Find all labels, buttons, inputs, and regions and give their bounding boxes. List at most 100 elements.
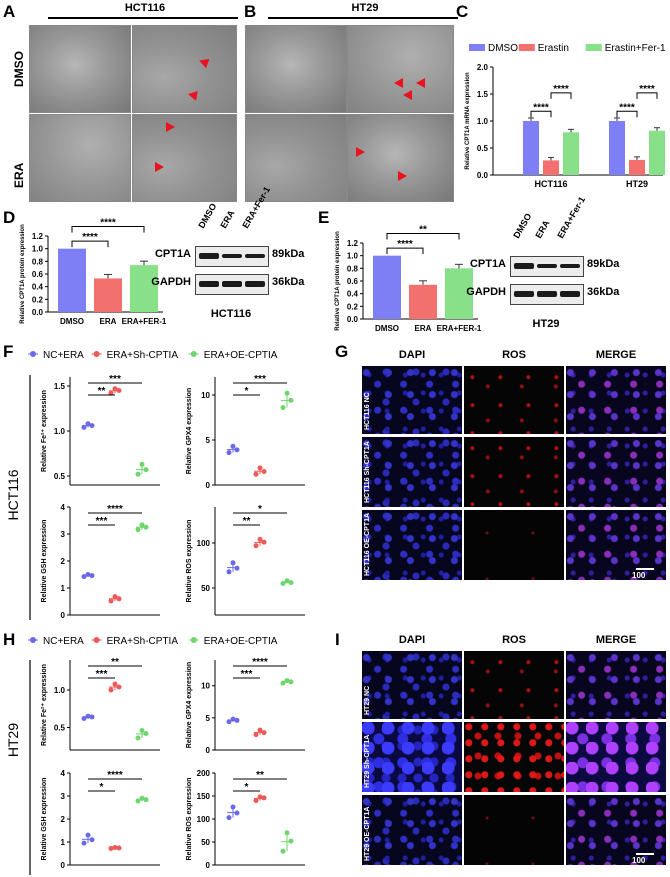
bar-dmso: [373, 255, 401, 319]
y-tick-label: 3: [61, 792, 66, 801]
blot-title: HCT116: [210, 308, 252, 320]
data-point: [116, 388, 122, 393]
arrow-icon: [398, 171, 407, 181]
data-point: [234, 717, 240, 723]
panel-label-g: G: [335, 342, 349, 361]
panel-label-h: H: [3, 630, 16, 649]
kda-label: 89kDa: [272, 248, 305, 260]
fluor-image-merge-row-1: [566, 366, 666, 434]
data-point: [261, 469, 267, 474]
blot-band: [199, 281, 219, 287]
blot-strip-cpt1a: [195, 246, 269, 267]
data-point: [226, 719, 232, 725]
blot-strip-gapdh: [195, 274, 269, 295]
data-point: [112, 386, 118, 392]
data-point: [139, 461, 145, 467]
data-point: [89, 714, 95, 720]
blot-band: [560, 291, 580, 297]
data-point: [112, 594, 118, 600]
fluor-image-ros-row-2: [464, 437, 564, 507]
data-point: [284, 578, 290, 584]
panel-label-f: F: [3, 342, 14, 361]
data-point: [112, 845, 118, 851]
y-tick-label: 0.0: [32, 308, 44, 317]
sig-e-bracket: [386, 247, 424, 255]
lane-label: ERA: [533, 218, 552, 240]
arrow-icon: [155, 162, 164, 172]
cell-line-label: HCT116: [5, 469, 21, 520]
fluor-image-merge-row-2: [566, 437, 666, 507]
x-tick-label: HCT116: [534, 179, 567, 189]
lane-label: DMSO: [196, 201, 219, 230]
data-point: [143, 797, 149, 803]
y-tick-label: 0: [61, 861, 66, 870]
sig-f3-label: ***: [96, 516, 108, 527]
legend-label: Erastin+Fer-1: [605, 43, 666, 54]
em-hct116-dmso-low: [29, 25, 131, 113]
col-title-dapi: DAPI: [398, 349, 426, 361]
data-point: [226, 569, 232, 575]
arrow-icon: [416, 78, 425, 88]
y-tick-label: 3: [61, 530, 66, 539]
row-label-2: HT29 Sh-CPT1A: [364, 734, 371, 788]
data-point: [280, 405, 286, 411]
chart-c: DMSO Erastin Erastin+Fer-1 0.0 0.5 1.0 1.5 2.0 R…: [465, 43, 666, 189]
panel-label-b: B: [244, 2, 257, 21]
data-point: [81, 574, 87, 580]
lane-label: DMSO: [511, 211, 534, 240]
x-tick-label: DMSO: [375, 324, 399, 333]
data-point: [81, 424, 87, 430]
col-title-merge: MERGE: [595, 634, 637, 646]
legend-f: NC+ERA ERA+Sh-CPTIA ERA+OE-CPTIA: [28, 350, 278, 361]
legend-marker: [190, 351, 197, 357]
western-blot-ht29: DMSO ERA ERA+Fer-1 CPT1A 89kDa GAPDH 36kDa HT29: [466, 195, 670, 335]
legend-h: NC+ERA ERA+Sh-CPTIA ERA+OE-CPTIA: [28, 636, 278, 647]
fluor-image-dapi-row-2: [362, 437, 462, 507]
fluor-image-merge-row-2: [566, 722, 666, 792]
sig-h3-label: ****: [107, 770, 123, 781]
y-axis-label: Relative ROS expression: [186, 520, 193, 603]
x-tick-label: ERA+FER-1: [122, 317, 167, 326]
sig-h1-label: **: [111, 657, 119, 668]
y-tick-label: 1: [61, 838, 66, 847]
legend-label: Erastin: [538, 43, 569, 54]
y-tick-label: 1.0: [32, 245, 44, 254]
y-tick-label: 0.0: [347, 315, 359, 324]
legend-marker: [190, 637, 197, 643]
arrow-icon: [197, 55, 210, 69]
data-point: [139, 795, 145, 801]
y-tick-label: 2: [61, 815, 66, 824]
blot-band: [514, 291, 534, 297]
scale-bar-label: 100 μm: [632, 856, 646, 874]
blot-band: [514, 263, 534, 269]
sig-f4-label: *: [258, 504, 262, 515]
data-point: [230, 804, 236, 810]
legend-marker: [93, 351, 100, 357]
arrow-icon: [166, 122, 175, 132]
legend-swatch: [585, 44, 602, 51]
panel-label-e: E: [318, 208, 330, 227]
data-point: [81, 716, 87, 721]
blot-band: [222, 281, 242, 287]
y-tick-label: 1.5: [477, 90, 489, 99]
col-title-merge: MERGE: [595, 349, 637, 361]
sig-h2-label: ***: [241, 669, 253, 680]
protein-label: CPT1A: [154, 248, 191, 260]
sig-e-label: ****: [397, 239, 413, 250]
data-point: [135, 527, 141, 533]
panel-label-i: I: [335, 630, 340, 649]
fluor-image-dapi-row-3: [362, 795, 462, 865]
data-point: [112, 681, 118, 687]
data-point: [257, 794, 263, 800]
data-point: [85, 832, 91, 838]
chart-d: 0.0 0.2 0.4 0.6 0.8 1.0 1.2 Relative CPT1A prot…: [20, 218, 167, 327]
em-hct116-era-low: [29, 114, 131, 202]
data-point: [288, 679, 294, 685]
panel-label-a: A: [3, 2, 16, 21]
row-label-2: HCT116 Sh-CPT1A: [364, 441, 371, 503]
y-axis-label: Relative GPX4 expression: [186, 662, 193, 748]
fluor-image-ros-row-2: [464, 722, 564, 792]
scale-bar: [636, 568, 654, 570]
fluor-image-ros-row-3: [464, 510, 564, 580]
data-point: [288, 580, 294, 586]
